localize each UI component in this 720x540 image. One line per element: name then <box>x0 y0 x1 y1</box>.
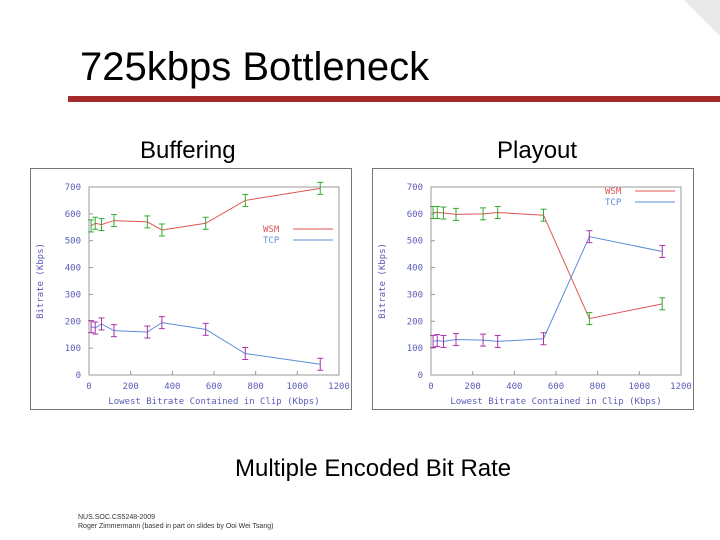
buffering-chart: 0 100 200 300 400 500 600 700 0 200 400 600 800 1000 1… <box>30 168 352 410</box>
title-underline <box>68 96 720 102</box>
buffering-label: Buffering <box>140 137 236 164</box>
legend-label: WSM <box>263 225 280 235</box>
y-tick-label: 0 <box>76 371 81 381</box>
x-tick-label: 0 <box>428 382 433 392</box>
x-axis-label: Lowest Bitrate Contained in Clip (Kbps) <box>450 397 661 407</box>
legend-label: WSM <box>605 187 622 197</box>
y-tick-label: 200 <box>65 317 81 327</box>
x-tick-label: 200 <box>123 382 139 392</box>
y-tick-label: 400 <box>407 264 423 274</box>
x-tick-label: 1000 <box>628 382 650 392</box>
y-tick-label: 700 <box>407 183 423 193</box>
y-tick-label: 0 <box>418 371 423 381</box>
x-tick-label: 600 <box>548 382 564 392</box>
slide-corner-decoration <box>684 0 720 36</box>
playout-chart-svg: 0 100 200 300 400 500 600 700 0 200 400 600 800 1000 1… <box>378 183 692 407</box>
x-tick-label: 0 <box>86 382 91 392</box>
series-line-tcp <box>432 236 663 342</box>
y-axis-label: Bitrate (Kbps) <box>378 243 388 319</box>
y-tick-label: 100 <box>407 344 423 354</box>
x-tick-label: 600 <box>206 382 222 392</box>
x-tick-label: 1200 <box>328 382 350 392</box>
y-tick-label: 300 <box>407 290 423 300</box>
slide-footer: NUS.SOC.CS5248-2009 Roger Zimmermann (ba… <box>78 513 273 531</box>
y-axis-label: Bitrate (Kbps) <box>36 243 46 319</box>
footer-credit: Roger Zimmermann (based in part on slide… <box>78 523 274 530</box>
x-tick-label: 1200 <box>670 382 692 392</box>
slide-title: 725kbps Bottleneck <box>80 45 430 89</box>
x-tick-label: 400 <box>164 382 180 392</box>
playout-chart: 0 100 200 300 400 500 600 700 0 200 400 600 800 1000 1… <box>372 168 694 410</box>
y-tick-label: 600 <box>407 210 423 220</box>
buffering-chart-svg: 0 100 200 300 400 500 600 700 0 200 400 600 800 1000 1… <box>36 181 350 407</box>
x-tick-label: 400 <box>506 382 522 392</box>
y-tick-label: 500 <box>407 237 423 247</box>
legend-label: TCP <box>605 198 622 208</box>
y-tick-label: 300 <box>65 290 81 300</box>
y-tick-label: 700 <box>65 183 81 193</box>
slide-caption: Multiple Encoded Bit Rate <box>235 455 512 482</box>
x-tick-label: 800 <box>248 382 264 392</box>
plot-area <box>430 186 682 376</box>
y-tick-label: 200 <box>407 317 423 327</box>
y-tick-label: 600 <box>65 210 81 220</box>
legend-label: TCP <box>263 236 280 246</box>
y-tick-label: 500 <box>65 237 81 247</box>
series-line-wsm <box>433 212 663 320</box>
x-tick-label: 200 <box>465 382 481 392</box>
x-tick-label: 800 <box>590 382 606 392</box>
plot-area <box>88 186 340 376</box>
x-tick-label: 1000 <box>286 382 308 392</box>
x-axis-label: Lowest Bitrate Contained in Clip (Kbps) <box>108 397 319 407</box>
footer-course: NUS.SOC.CS5248-2009 <box>78 514 156 521</box>
y-tick-label: 400 <box>65 264 81 274</box>
y-tick-label: 100 <box>65 344 81 354</box>
playout-label: Playout <box>497 137 578 164</box>
